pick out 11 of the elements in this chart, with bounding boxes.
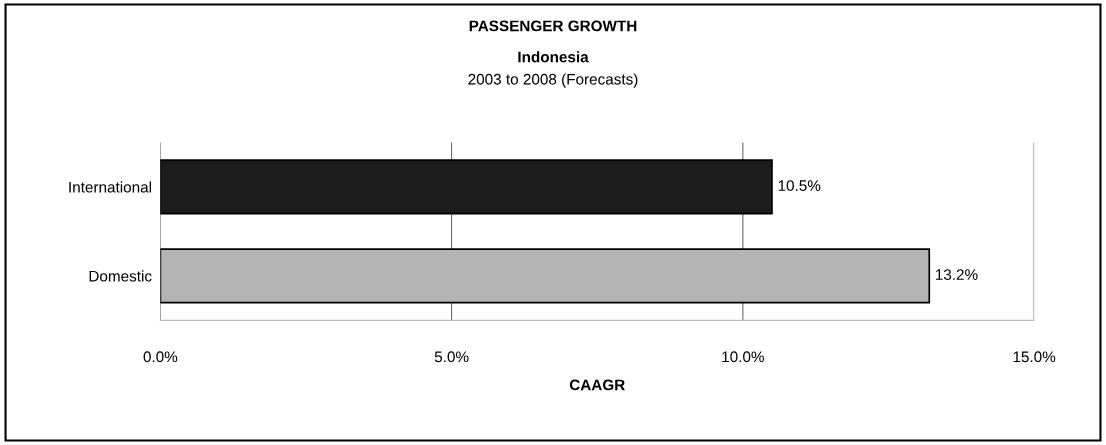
x-tick-label: 5.0% (434, 351, 469, 363)
chart-subtitle: Indonesia 2003 to 2008 (Forecasts) (468, 51, 638, 88)
y-tick-label: Domestic (89, 270, 152, 282)
x-tick-label: 15.0% (1013, 351, 1056, 363)
x-axis-title: CAAGR (569, 379, 625, 391)
y-tick-label: International (69, 181, 152, 193)
data-label: 13.2% (935, 269, 978, 280)
chart-title: PASSENGER GROWTH (469, 20, 637, 32)
x-tick-label: 10.0% (722, 351, 764, 363)
x-tick-label: 0.0% (143, 351, 178, 363)
data-label: 10.5% (778, 180, 821, 191)
